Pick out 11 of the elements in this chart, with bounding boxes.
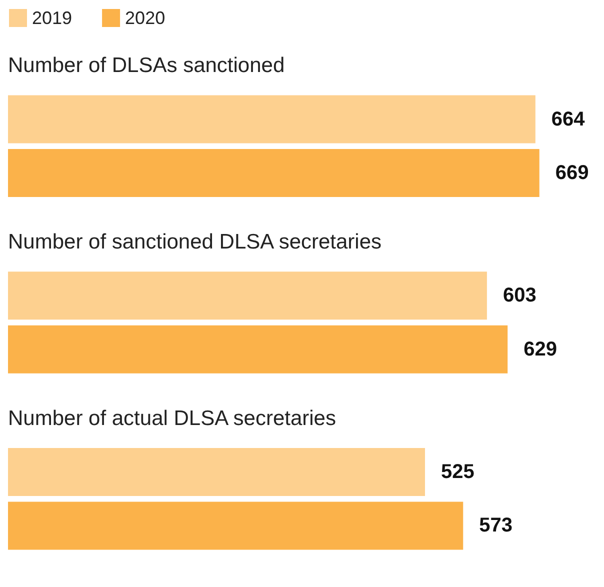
data-label: 525 [441, 460, 474, 483]
y-tick-label: Number of actual DLSA secretaries [8, 406, 336, 430]
data-label: 629 [524, 338, 557, 360]
legend-label: 2019 [32, 8, 72, 28]
y-tick-label: Number of sanctioned DLSA secretaries [8, 230, 382, 254]
data-label: 573 [479, 514, 512, 537]
data-label: 664 [551, 108, 586, 130]
y-tick-label: Number of DLSAs sanctioned [8, 54, 285, 78]
data-label: 669 [555, 162, 589, 184]
legend-label: 2020 [125, 8, 166, 28]
data-label: 603 [502, 284, 536, 307]
